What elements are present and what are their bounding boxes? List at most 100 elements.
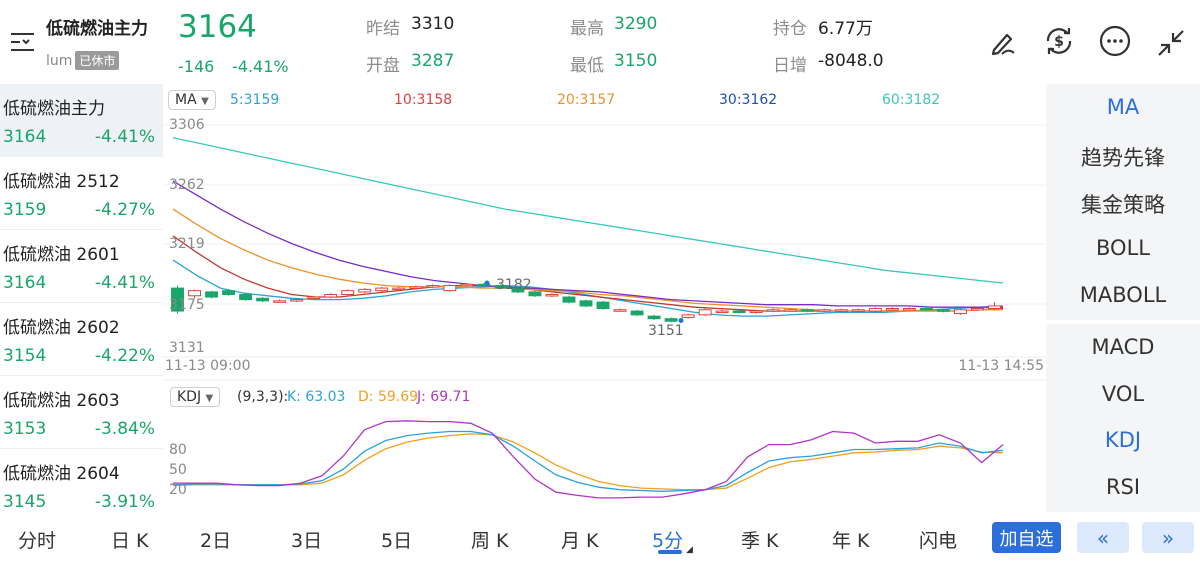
ma30-line bbox=[172, 180, 1003, 308]
price-change: -146 bbox=[178, 57, 215, 76]
tab-monthly-k[interactable]: 月 K bbox=[561, 530, 599, 552]
candle-body bbox=[528, 291, 542, 297]
candle-body bbox=[971, 307, 984, 311]
contract-price: 3164 bbox=[3, 127, 47, 147]
price-tick: 3219 bbox=[169, 236, 205, 252]
candle-body bbox=[817, 309, 831, 312]
candle-body bbox=[902, 307, 916, 311]
draw-pen-icon[interactable] bbox=[986, 26, 1020, 60]
candle-body bbox=[647, 315, 661, 320]
stat-label-open: 开盘 bbox=[366, 56, 400, 76]
contract-change: -4.41% bbox=[94, 273, 155, 293]
stat-value-open: 3287 bbox=[411, 51, 455, 71]
chart-area: MA ▼ 5:3159 10:3158 20:3157 30:3162 60:3… bbox=[163, 84, 1046, 518]
kdj-d-line bbox=[172, 433, 1004, 491]
candle-body bbox=[392, 287, 406, 291]
ma30-legend: 30:3162 bbox=[719, 92, 778, 108]
contract-name: 低硫燃油 2603 bbox=[3, 391, 120, 411]
indicator-boll[interactable]: BOLL bbox=[1096, 236, 1150, 260]
contract-change: -4.22% bbox=[94, 346, 155, 366]
next-contract-button[interactable]: » bbox=[1142, 522, 1194, 553]
tab-weekly-k[interactable]: 周 K bbox=[471, 530, 509, 552]
contract-name: 低硫燃油 2602 bbox=[3, 318, 120, 338]
contract-item[interactable]: 低硫燃油 2512 3159 -4.27% bbox=[0, 157, 163, 230]
tab-5day[interactable]: 5日 bbox=[381, 530, 413, 552]
indicator-divider bbox=[1046, 320, 1200, 324]
contract-name: 低硫燃油 2601 bbox=[3, 245, 120, 265]
kdj-j-legend: J: 69.71 bbox=[417, 389, 471, 405]
add-watchlist-button[interactable]: 加自选 bbox=[992, 522, 1061, 553]
indicator-macd[interactable]: MACD bbox=[1091, 335, 1155, 359]
tab-quarterly-k[interactable]: 季 K bbox=[741, 530, 779, 552]
price-tick: 3175 bbox=[169, 297, 205, 313]
stat-label-low: 最低 bbox=[570, 56, 604, 76]
time-start-label: 11-13 09:00 bbox=[165, 358, 251, 374]
tab-dropdown-icon[interactable]: ◢ bbox=[686, 545, 693, 555]
menu-list-icon[interactable] bbox=[10, 30, 36, 54]
stat-label-daily-change: 日增 bbox=[773, 56, 807, 76]
indicator-vol[interactable]: VOL bbox=[1101, 382, 1145, 406]
candle-body bbox=[171, 287, 184, 312]
tab-lightning[interactable]: 闪电 bbox=[919, 530, 958, 552]
candle-body bbox=[749, 310, 763, 314]
contract-title[interactable]: 低硫燃油主力 bbox=[46, 19, 148, 39]
contract-item[interactable]: 低硫燃油 2603 3153 -3.84% bbox=[0, 376, 163, 449]
candle-body bbox=[732, 310, 746, 314]
indicator-list: MA 趋势先锋 集金策略 BOLL MABOLL MACD VOL KDJ RS… bbox=[1046, 84, 1200, 512]
candle-body bbox=[494, 285, 508, 289]
candle-body bbox=[256, 297, 270, 302]
candle-body bbox=[936, 309, 950, 312]
high-marker bbox=[484, 280, 490, 286]
candle-body bbox=[188, 290, 201, 297]
currency-exchange-icon[interactable]: $ bbox=[1042, 24, 1076, 58]
kdj-indicator-selector[interactable]: KDJ ▼ bbox=[170, 387, 221, 407]
contract-item[interactable]: 低硫燃油 2604 3145 -3.91% bbox=[0, 449, 163, 518]
candle-body bbox=[613, 309, 627, 312]
stat-value-daily-change: -8048.0 bbox=[818, 51, 884, 71]
candle-body bbox=[596, 301, 610, 309]
kline-chart[interactable] bbox=[163, 84, 1046, 518]
stat-value-prev-settle: 3310 bbox=[411, 14, 455, 34]
candle-body bbox=[307, 296, 321, 300]
contract-item[interactable]: 低硫燃油主力 3164 -4.41% bbox=[0, 84, 163, 157]
stat-value-low: 3150 bbox=[614, 51, 658, 71]
candle-body bbox=[273, 300, 287, 303]
contract-item[interactable]: 低硫燃油 2602 3154 -4.22% bbox=[0, 303, 163, 376]
prev-contract-button[interactable]: « bbox=[1077, 522, 1129, 553]
collapse-icon[interactable] bbox=[1154, 26, 1188, 60]
candle-body bbox=[409, 286, 423, 289]
tab-intraday[interactable]: 分时 bbox=[18, 530, 57, 552]
time-end-label: 11-13 14:55 bbox=[958, 358, 1044, 374]
candle-body bbox=[664, 318, 678, 322]
kdj-k-line bbox=[172, 430, 1004, 492]
contract-change: -3.84% bbox=[94, 419, 155, 439]
candle-body bbox=[783, 309, 797, 312]
indicator-maboll[interactable]: MABOLL bbox=[1079, 283, 1167, 307]
indicator-kdj[interactable]: KDJ bbox=[1104, 428, 1142, 452]
ma60-legend: 60:3182 bbox=[882, 92, 941, 108]
contract-item[interactable]: 低硫燃油 2601 3164 -4.41% bbox=[0, 230, 163, 303]
indicator-ma[interactable]: MA bbox=[1106, 95, 1140, 119]
kdj-pill-label: KDJ bbox=[177, 389, 202, 405]
more-icon[interactable] bbox=[1098, 24, 1132, 58]
price-tick: 3131 bbox=[169, 340, 205, 356]
candle-body bbox=[953, 309, 967, 315]
candle-body bbox=[239, 293, 253, 301]
indicator-rsi[interactable]: RSI bbox=[1105, 475, 1141, 499]
indicator-trend-pioneer[interactable]: 趋势先锋 bbox=[1081, 146, 1165, 170]
tab-3day[interactable]: 3日 bbox=[291, 530, 323, 552]
contract-name: 低硫燃油 2604 bbox=[3, 464, 120, 484]
contract-code: lum bbox=[46, 53, 73, 69]
tab-5min[interactable]: 5分 bbox=[652, 530, 684, 552]
ma60-line bbox=[172, 137, 1004, 284]
kdj-params: (9,3,3): bbox=[237, 389, 289, 405]
ma-indicator-selector[interactable]: MA ▼ bbox=[168, 90, 216, 110]
tab-daily-k[interactable]: 日 K bbox=[111, 530, 149, 552]
price-tick: 3262 bbox=[169, 177, 205, 193]
tab-yearly-k[interactable]: 年 K bbox=[832, 530, 870, 552]
tab-2day[interactable]: 2日 bbox=[200, 530, 232, 552]
indicator-gold-strategy[interactable]: 集金策略 bbox=[1081, 193, 1165, 217]
candle-body bbox=[766, 309, 780, 312]
contract-price: 3164 bbox=[3, 273, 47, 293]
kdj-tick: 80 bbox=[169, 442, 187, 458]
